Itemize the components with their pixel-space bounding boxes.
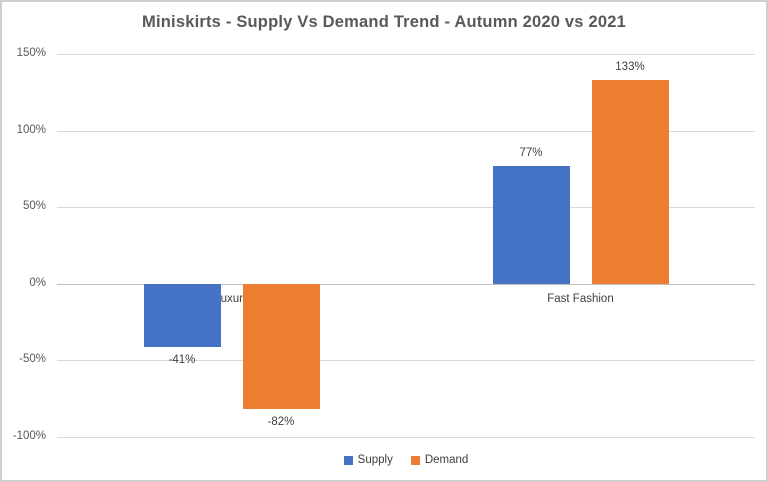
gridline (57, 54, 755, 55)
y-axis-tick-label: 50% (22, 200, 46, 213)
value-label-luxury-demand: -82% (267, 416, 295, 429)
legend-item-supply: Supply (343, 454, 393, 466)
legend-item-demand: Demand (410, 454, 469, 466)
bar-fast-fashion-supply (492, 165, 570, 284)
legend-label: Demand (424, 454, 469, 466)
value-label-fast-fashion-demand: 133% (615, 61, 645, 74)
zero-axis-line (57, 283, 755, 285)
gridline (57, 437, 755, 438)
bar-luxury-supply (143, 283, 221, 347)
legend-swatch-icon (343, 455, 353, 465)
category-label-fast-fashion: Fast Fashion (547, 292, 614, 305)
y-axis-tick-label: -100% (12, 430, 46, 442)
legend: Supply Demand (57, 454, 755, 466)
y-axis-tick-label: 100% (16, 123, 46, 136)
value-label-luxury-supply: -41% (168, 353, 196, 366)
gridline (57, 207, 755, 209)
chart-title: Miniskirts - Supply Vs Demand Trend - Au… (142, 13, 626, 31)
legend-label: Supply (357, 454, 393, 466)
gridline (57, 360, 755, 362)
plot-area: 150% 100% 50% 0% -50% -100% Luxury -41% -82% Fast… (13, 47, 755, 442)
category-label-luxury: Luxury (214, 292, 249, 305)
bar-luxury-demand (242, 283, 320, 410)
bar-fast-fashion-demand (591, 80, 669, 284)
value-label-fast-fashion-supply: 77% (519, 146, 543, 159)
gridline (57, 130, 755, 132)
legend-swatch-icon (410, 455, 420, 465)
y-axis-tick-label: 0% (29, 276, 46, 289)
y-axis-tick-label: -50% (19, 353, 46, 366)
y-axis-tick-label: 150% (16, 47, 46, 59)
